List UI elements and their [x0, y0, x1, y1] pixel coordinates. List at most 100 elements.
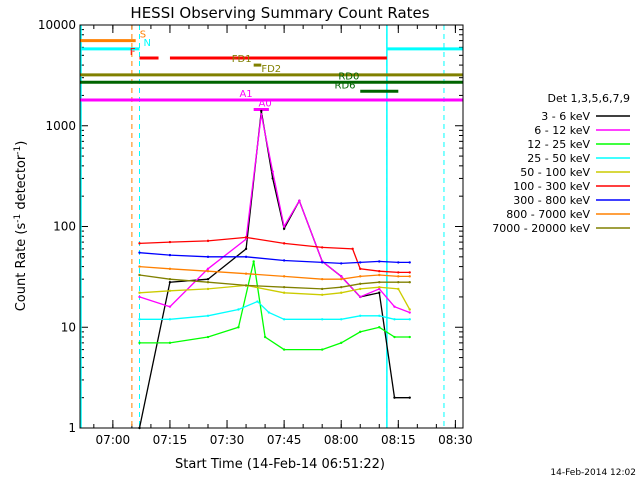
- series-point-300-800-kev: [397, 261, 400, 264]
- series-line-800-7000-kev: [139, 265, 410, 280]
- series-point-6-12-kev: [359, 295, 362, 299]
- plot-frame: [79, 24, 464, 429]
- series-point-100-300-kev: [378, 270, 381, 273]
- x-tick-label: 07:30: [210, 433, 245, 447]
- series-point-100-300-kev: [351, 247, 354, 251]
- series-point-300-800-kev: [340, 262, 343, 265]
- series-point-12-25-kev: [282, 348, 286, 351]
- y-axis-label: Count Rate (s-1 detector-1): [13, 141, 29, 312]
- y-tick-label: 100: [53, 220, 76, 234]
- series-point-300-800-kev: [359, 261, 362, 264]
- series-point-6-12-kev: [378, 287, 381, 291]
- series-point-12-25-kev: [263, 335, 267, 339]
- series-point-800-7000-kev: [282, 275, 286, 278]
- series-point-300-800-kev: [244, 255, 248, 259]
- series-point-800-7000-kev: [378, 273, 381, 277]
- legend-title: Det 1,3,5,6,7,9: [547, 92, 630, 105]
- legend-label-3-6-kev: 3 - 6 keV: [541, 110, 590, 123]
- series-point-3-6-kev: [206, 277, 210, 281]
- series-point-800-7000-kev: [138, 265, 141, 268]
- series-point-100-300-kev: [320, 246, 324, 249]
- y-tick-label: 1000: [45, 119, 76, 133]
- series-point-6-12-kev: [138, 295, 141, 299]
- series-point-25-50-kev: [282, 318, 286, 321]
- x-tick-label: 08:15: [381, 433, 416, 447]
- series-point-3-6-kev: [282, 227, 286, 230]
- series-point-25-50-kev: [267, 311, 271, 314]
- series-point-25-50-kev: [340, 318, 343, 321]
- series-line-25-50-kev: [139, 300, 410, 320]
- series-point-12-25-kev: [138, 341, 141, 345]
- series-point-12-25-kev: [320, 348, 324, 351]
- series-point-6-12-kev: [393, 305, 396, 308]
- series-point-25-50-kev: [393, 318, 396, 321]
- series-point-50-100-kev: [138, 291, 141, 294]
- x-tick-label: 07:15: [153, 433, 188, 447]
- series-point-100-300-kev: [359, 267, 362, 271]
- series-line-300-800-kev: [139, 252, 410, 265]
- series-point-6-12-kev: [244, 237, 248, 241]
- series-point-3-6-kev: [260, 109, 263, 113]
- series-point-7000-20000-kev: [138, 273, 141, 277]
- series-point-800-7000-kev: [244, 272, 248, 275]
- legend-label-6-12-kev: 6 - 12 keV: [534, 124, 590, 137]
- series-point-50-100-kev: [206, 287, 210, 291]
- flag-label-n: N: [143, 38, 150, 49]
- x-tick-label: 08:00: [324, 433, 359, 447]
- series-point-100-300-kev: [282, 242, 286, 245]
- flag-label-a1: A1: [239, 89, 252, 100]
- x-tick-label: 07:45: [267, 433, 302, 447]
- series-point-50-100-kev: [282, 291, 286, 294]
- series-point-100-300-kev: [408, 271, 411, 274]
- series-point-12-25-kev: [252, 260, 255, 263]
- flag-label-a0: A0: [258, 98, 271, 109]
- flag-label-fd1: FD1: [232, 54, 252, 65]
- series-point-300-800-kev: [138, 251, 141, 254]
- series-point-100-300-kev: [206, 239, 210, 243]
- series-point-50-100-kev: [359, 287, 362, 291]
- series-point-12-25-kev: [378, 326, 381, 329]
- series-point-25-50-kev: [320, 318, 324, 321]
- series-point-300-800-kev: [378, 260, 381, 263]
- series-point-7000-20000-kev: [282, 285, 286, 289]
- legend-label-25-50-kev: 25 - 50 keV: [527, 152, 590, 165]
- series-line-12-25-kev: [139, 261, 410, 351]
- series-line-100-300-kev: [139, 236, 410, 274]
- series-point-12-25-kev: [168, 341, 172, 345]
- series-point-25-50-kev: [138, 318, 141, 321]
- series-point-300-800-kev: [320, 261, 324, 264]
- series-point-12-25-kev: [237, 326, 240, 329]
- series-point-25-50-kev: [206, 314, 210, 317]
- series-point-100-300-kev: [138, 242, 141, 245]
- series-point-6-12-kev: [168, 305, 172, 308]
- series-point-6-12-kev: [340, 275, 343, 278]
- series-point-7000-20000-kev: [378, 280, 381, 284]
- series-point-800-7000-kev: [168, 267, 172, 271]
- legend-label-300-800-kev: 300 - 800 keV: [513, 194, 590, 207]
- series-point-3-6-kev: [244, 247, 248, 251]
- series-point-50-100-kev: [320, 293, 324, 296]
- series-point-6-12-kev: [408, 311, 411, 314]
- legend-label-12-25-kev: 12 - 25 keV: [527, 138, 590, 151]
- series-point-25-50-kev: [168, 318, 172, 321]
- series-point-25-50-kev: [378, 314, 381, 317]
- series-point-300-800-kev: [408, 261, 411, 264]
- legend-label-800-7000-kev: 800 - 7000 keV: [506, 208, 590, 221]
- x-tick-label: 08:30: [438, 433, 473, 447]
- series-point-12-25-kev: [393, 335, 396, 339]
- series-point-12-25-kev: [206, 335, 210, 339]
- series-point-25-50-kev: [408, 318, 411, 321]
- series-point-7000-20000-kev: [397, 280, 400, 284]
- series-point-50-100-kev: [397, 287, 400, 291]
- series-point-300-800-kev: [282, 259, 286, 262]
- series-point-300-800-kev: [206, 255, 210, 259]
- series-point-100-300-kev: [168, 240, 172, 244]
- series-point-800-7000-kev: [408, 275, 411, 278]
- series-point-800-7000-kev: [320, 277, 324, 281]
- series-point-800-7000-kev: [397, 275, 400, 278]
- series-line-6-12-kev: [139, 114, 410, 314]
- series-point-7000-20000-kev: [206, 280, 210, 284]
- series-point-6-12-kev: [298, 199, 301, 202]
